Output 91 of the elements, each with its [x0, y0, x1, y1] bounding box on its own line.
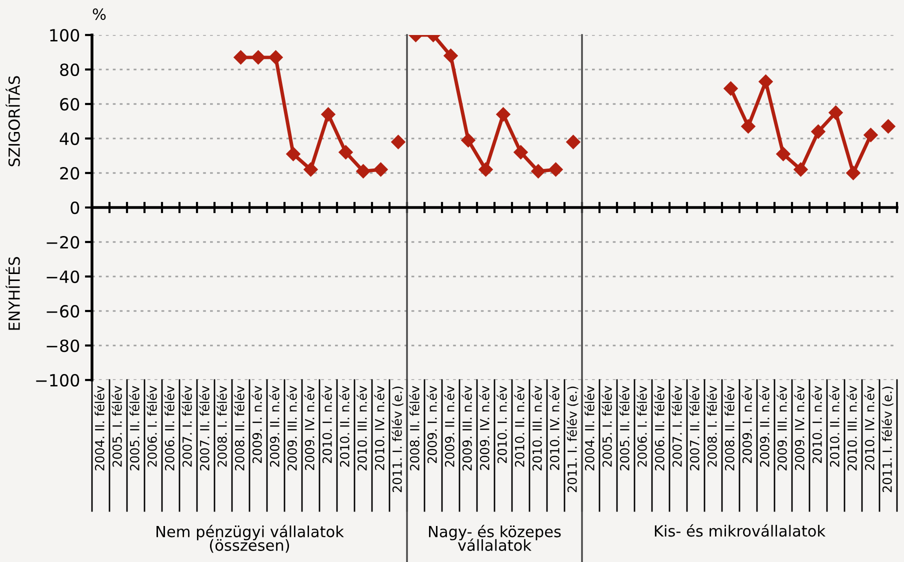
- x-tick-label: 2009. IV. n.év: [479, 386, 490, 470]
- point: [758, 74, 773, 89]
- x-tick-label: 2008. II. félév: [409, 386, 420, 470]
- x-tick-label: 2005. I. félév: [602, 386, 612, 467]
- point: [286, 146, 300, 162]
- point: [864, 128, 878, 142]
- point: [391, 134, 406, 150]
- point: [461, 133, 476, 148]
- point: [548, 162, 563, 177]
- x-tick-label: 2010. IV. n.év: [549, 386, 560, 470]
- x-tick-label: 2010. IV. n.év: [374, 386, 384, 470]
- x-tick-label: 2008. II. félév: [724, 386, 734, 470]
- x-tick-label: 2011. I. félév (e.): [882, 386, 894, 492]
- x-tick-label: 2009. III. n.év: [776, 386, 787, 470]
- x-tick-label: 2004. II. félév: [584, 386, 594, 470]
- y-tick-label: 0: [70, 201, 80, 214]
- y-axis-title: %: [92, 8, 106, 20]
- x-tick-label: 2007. I. félév: [182, 386, 192, 467]
- x-tick-label: 2005. II. félév: [129, 386, 140, 470]
- y-tick-label: −100: [36, 374, 80, 387]
- y-tick-label: 40: [60, 132, 80, 146]
- x-tick-label: 2010. II. n.év: [829, 386, 840, 467]
- point: [566, 134, 580, 150]
- text: Nagy- és közepes vállalatok: [429, 524, 561, 551]
- text: Nem pénzügyi vállalatok (összesen): [156, 524, 344, 553]
- x-tick-label: 2009. III. n.év: [286, 386, 297, 470]
- x-tick-label: 2011. I. félév (e.): [566, 386, 578, 492]
- y-tick-label: 20: [60, 166, 80, 180]
- y-tick-label: −60: [46, 304, 80, 318]
- x-tick-label: 2009. IV. n.év: [794, 386, 804, 470]
- point: [514, 145, 528, 160]
- point: [776, 146, 790, 162]
- y-tick-label: 100: [50, 28, 80, 42]
- x-tick-label: 2009. II. n.év: [759, 386, 770, 467]
- x-tick-label: 2010. III. n.év: [846, 386, 857, 470]
- x-tick-label: 2009. II. n.év: [269, 386, 280, 467]
- point: [338, 145, 353, 160]
- x-tick-label: 2007. I. félév: [672, 386, 682, 467]
- point: [531, 164, 546, 178]
- point: [741, 119, 756, 134]
- x-tick-label: 2005. II. félév: [619, 386, 630, 470]
- text: Kis- és mikrovállalatok: [654, 524, 826, 537]
- x-tick-label: 2010. II. n.év: [514, 386, 524, 467]
- x-tick-label: 2006. II. félév: [654, 386, 664, 470]
- x-tick-label: 2010. I. n.év: [496, 386, 507, 464]
- point: [496, 107, 510, 122]
- point: [881, 119, 896, 134]
- point: [268, 50, 283, 65]
- x-tick-label: 2010. III. n.év: [532, 386, 542, 470]
- x-tick-label: 2009. II. n.év: [444, 386, 454, 467]
- x-tick-label: 2007. II. félév: [199, 386, 210, 470]
- x-tick-label: 2009. IV. n.év: [304, 386, 314, 470]
- point: [251, 50, 266, 65]
- x-tick-label: 2004. II. félév: [94, 386, 104, 470]
- x-tick-label: 2008. I. félév: [706, 386, 717, 467]
- point: [444, 48, 458, 63]
- point: [356, 164, 370, 178]
- point: [846, 166, 860, 180]
- y-tick-label: 60: [60, 98, 80, 111]
- y-tick-label: −20: [46, 236, 80, 249]
- point: [304, 162, 318, 177]
- x-tick-label: 2010. I. n.év: [322, 386, 332, 464]
- x-tick-label: 2007. II. félév: [689, 386, 700, 470]
- x-tick-label: 2005. I. félév: [112, 386, 122, 467]
- x-tick-label: 2006. II. félév: [164, 386, 174, 470]
- x-tick-label: 2009. I. n.év: [742, 386, 752, 464]
- point: [811, 124, 826, 139]
- x-tick-label: 2006. I. félév: [146, 386, 157, 467]
- x-tick-label: 2009. III. n.év: [462, 386, 472, 470]
- point: [374, 162, 388, 177]
- point: [794, 162, 808, 177]
- text: ENYHÍTÉS: [6, 257, 20, 330]
- x-tick-label: 2010. III. n.év: [356, 386, 367, 470]
- x-tick-label: 2008. II. félév: [234, 386, 244, 470]
- point: [478, 162, 493, 177]
- x-tick-label: 2010. II. n.év: [339, 386, 350, 467]
- x-tick-label: 2009. I. n.év: [426, 386, 437, 464]
- x-tick-label: 2010. IV. n.év: [864, 386, 874, 470]
- x-tick-label: 2010. I. n.év: [812, 386, 822, 464]
- y-tick-label: 80: [60, 63, 80, 76]
- y-tick-label: −40: [46, 270, 80, 284]
- point: [321, 107, 336, 122]
- x-tick-label: 2009. I. n.év: [252, 386, 262, 464]
- x-tick-label: 2006. I. félév: [636, 386, 647, 467]
- point: [828, 106, 843, 120]
- text: SZIGORÍTÁS: [6, 76, 20, 166]
- x-tick-label: 2011. I. félév (e.): [392, 386, 404, 492]
- x-tick-label: 2008. I. félév: [216, 386, 227, 467]
- point: [724, 81, 738, 96]
- point: [234, 50, 248, 65]
- y-tick-label: −80: [46, 339, 80, 352]
